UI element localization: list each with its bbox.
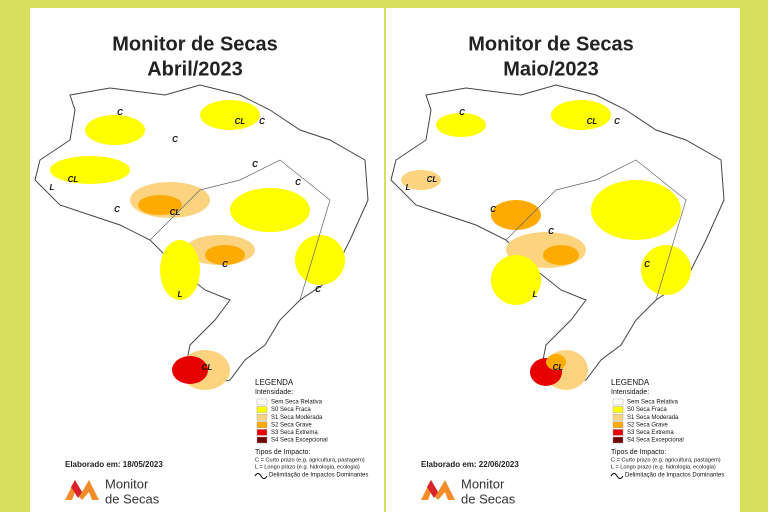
legend-swatch bbox=[612, 398, 624, 406]
legend-swatch bbox=[256, 436, 268, 444]
impact-label: CL bbox=[68, 175, 79, 184]
legend-swatch bbox=[612, 414, 624, 421]
legend-label: S0 Seca Fraca bbox=[627, 407, 667, 413]
impact-label: C bbox=[117, 108, 123, 117]
drought-area bbox=[491, 255, 541, 305]
date: Elaborado em: 22/06/2023 bbox=[421, 460, 519, 469]
impact-label: C bbox=[259, 117, 265, 126]
drought-area bbox=[491, 200, 541, 230]
impact-label: CL bbox=[427, 175, 438, 184]
legend-label: S4 Seca Excepcional bbox=[271, 438, 328, 444]
legend-label: S0 Seca Fraca bbox=[271, 407, 311, 413]
impact-type: C = Curto prazo (e.g. agricultura, pasta… bbox=[255, 457, 365, 463]
legend-heading: Intensidade: bbox=[255, 389, 293, 396]
impact-label: CL bbox=[553, 363, 564, 372]
boundary-label: Delimitação de Impactos Dominantes bbox=[269, 473, 368, 479]
impact-label: CL bbox=[170, 208, 181, 217]
impact-label: C bbox=[614, 117, 620, 126]
impact-label: C bbox=[172, 135, 178, 144]
drought-area bbox=[85, 115, 145, 145]
drought-area bbox=[200, 100, 260, 130]
impact-label: C bbox=[114, 205, 120, 214]
impact-label: C bbox=[252, 160, 258, 169]
map-outline bbox=[34, 84, 369, 386]
legend-swatch bbox=[256, 398, 268, 406]
impact-label: C bbox=[295, 178, 301, 187]
drought-area bbox=[138, 195, 182, 215]
legend-label: S3 Seca Extrema bbox=[627, 430, 674, 436]
logo-mark bbox=[71, 480, 82, 498]
drought-area bbox=[436, 113, 486, 137]
impact-label: L bbox=[50, 183, 55, 192]
drought-area bbox=[50, 156, 130, 184]
drought-area bbox=[546, 354, 566, 370]
legend-label: S3 Seca Extrema bbox=[271, 430, 318, 436]
impact-heading: Tipos de Impacto: bbox=[611, 449, 666, 456]
boundary-symbol bbox=[610, 473, 624, 479]
drought-area bbox=[295, 235, 345, 285]
drought-area bbox=[543, 245, 579, 265]
impact-label: CL bbox=[235, 117, 246, 126]
impact-label: C bbox=[315, 285, 321, 294]
impact-label: C bbox=[548, 227, 554, 236]
legend-swatch bbox=[256, 421, 268, 428]
legend-swatch bbox=[612, 436, 624, 444]
drought-area bbox=[641, 245, 691, 295]
impact-label: C bbox=[459, 108, 465, 117]
legend-swatch bbox=[612, 429, 624, 436]
impact-type: L = Longo prazo (e.g. hidrologia, ecolog… bbox=[611, 464, 716, 470]
legend-swatch bbox=[612, 406, 624, 413]
logo-text: de Secas bbox=[105, 491, 160, 506]
state-border bbox=[149, 159, 331, 301]
drought-area bbox=[160, 240, 200, 300]
impact-label: L bbox=[178, 290, 183, 299]
impact-label: C bbox=[490, 205, 496, 214]
legend-label: S4 Seca Excepcional bbox=[627, 438, 684, 444]
legend-swatch bbox=[256, 414, 268, 421]
boundary-label: Delimitação de Impactos Dominantes bbox=[625, 473, 724, 479]
panel-title: Monitor de Secas bbox=[468, 33, 634, 55]
legend-title: LEGENDA bbox=[255, 378, 294, 387]
legend-label: S2 Seca Grave bbox=[627, 422, 668, 428]
logo-text: Monitor bbox=[461, 476, 505, 491]
drought-area bbox=[230, 188, 310, 232]
state-border bbox=[505, 159, 687, 301]
boundary-symbol bbox=[254, 473, 268, 479]
legend-swatch bbox=[612, 421, 624, 428]
impact-heading: Tipos de Impacto: bbox=[255, 449, 310, 456]
panel-period: Abril/2023 bbox=[147, 58, 243, 80]
impact-label: CL bbox=[202, 363, 213, 372]
legend-swatch bbox=[256, 429, 268, 436]
legend-swatch bbox=[256, 406, 268, 413]
impact-label: C bbox=[644, 260, 650, 269]
drought-area bbox=[205, 245, 245, 265]
impact-label: L bbox=[533, 290, 538, 299]
legend-title: LEGENDA bbox=[611, 378, 650, 387]
logo-text: de Secas bbox=[461, 491, 516, 506]
legend-label: S1 Seca Moderada bbox=[271, 415, 323, 421]
drought-area bbox=[401, 170, 441, 190]
impact-type: C = Curto prazo (e.g. agricultura, pasta… bbox=[611, 457, 721, 463]
impact-label: C bbox=[222, 260, 228, 269]
legend-label: S1 Seca Moderada bbox=[627, 415, 679, 421]
panel-period: Maio/2023 bbox=[503, 58, 599, 80]
drought-area bbox=[172, 356, 208, 384]
drought-area bbox=[591, 180, 681, 240]
drought-area bbox=[551, 100, 611, 130]
impact-label: L bbox=[406, 183, 411, 192]
logo-mark bbox=[427, 480, 438, 498]
impact-type: L = Longo prazo (e.g. hidrologia, ecolog… bbox=[255, 464, 360, 470]
legend-label: Sem Seca Relativa bbox=[627, 400, 679, 406]
impact-label: CL bbox=[587, 117, 598, 126]
date: Elaborado em: 18/05/2023 bbox=[65, 460, 163, 469]
legend-label: Sem Seca Relativa bbox=[271, 400, 323, 406]
legend-heading: Intensidade: bbox=[611, 389, 649, 396]
panel-title: Monitor de Secas bbox=[112, 33, 278, 55]
logo-text: Monitor bbox=[105, 476, 149, 491]
legend-label: S2 Seca Grave bbox=[271, 422, 312, 428]
